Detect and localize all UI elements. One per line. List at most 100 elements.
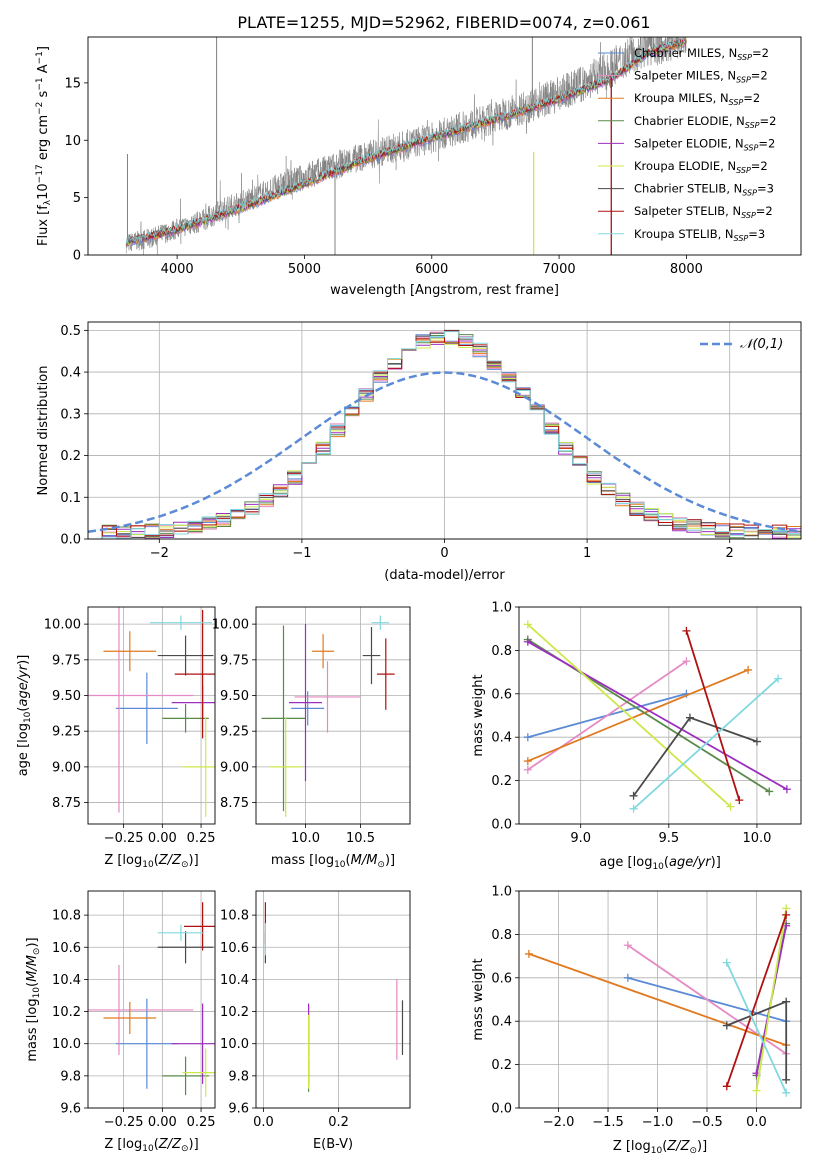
plot-residuals: −2 −1 0 1 2 0.0 0.1 0.2 0.3 0.4 0.5 𝒩(0,1) (data-mod… bbox=[36, 321, 802, 583]
y-axis-label: Flux [fλ10−17 erg cm−2 s−1 A−1] bbox=[35, 46, 53, 246]
y-tick-label: 9.6 bbox=[60, 1102, 81, 1117]
y-tick-label: 9.00 bbox=[52, 760, 81, 775]
text-span: SSP bbox=[734, 234, 749, 243]
y-tick-label: 0 bbox=[73, 249, 81, 264]
x-tick-label: −2 bbox=[150, 546, 169, 561]
x-tick-label: 0.00 bbox=[148, 831, 177, 846]
plot-area bbox=[523, 620, 791, 813]
text-span: Kroupa STELIB, N bbox=[634, 227, 734, 241]
plot-area bbox=[524, 904, 791, 1097]
axis-label: Z [log10(Z/Z⊙)] bbox=[104, 853, 198, 870]
x-axis-label: E(B-V) bbox=[313, 1137, 353, 1152]
text-span: 10 bbox=[142, 860, 154, 870]
legend-entry: Chabrier STELIB, NSSP=3 bbox=[634, 182, 774, 198]
y-tick-label: 0.3 bbox=[60, 407, 81, 422]
text-span: Z [log bbox=[613, 1139, 651, 1154]
text-span: Z/Z bbox=[158, 1137, 182, 1152]
y-tick-label: 0.1 bbox=[60, 491, 81, 506]
text-span: )] bbox=[189, 853, 199, 868]
x-tick-label: −0.25 bbox=[104, 1115, 144, 1130]
axis-label: mass [log10(M/M⊙)] bbox=[25, 937, 42, 1061]
text-span: SSP bbox=[736, 76, 751, 85]
axes-frame bbox=[87, 606, 216, 825]
text-span: Z/Z bbox=[666, 1139, 690, 1154]
text-span: 10 bbox=[651, 1146, 663, 1156]
weight-marker bbox=[682, 626, 691, 635]
weight-line bbox=[528, 953, 787, 1046]
x-tick-label: −1.0 bbox=[642, 1115, 674, 1130]
y-tick-label: 10.2 bbox=[220, 1005, 249, 1020]
text-span: SSP bbox=[736, 166, 751, 175]
axes-frame bbox=[518, 606, 802, 825]
y-tick-label: 0.4 bbox=[60, 366, 81, 381]
legend-entry: 𝒩(0,1) bbox=[740, 337, 783, 352]
y-tick-label: 0.6 bbox=[491, 687, 512, 702]
text-span: 10 bbox=[652, 862, 664, 872]
y-tick-label: 9.75 bbox=[52, 653, 81, 668]
x-tick-label: −0.25 bbox=[104, 831, 144, 846]
y-tick-label: 8.75 bbox=[220, 796, 249, 811]
text-span: ( bbox=[154, 853, 159, 868]
weight-line bbox=[527, 660, 687, 771]
x-tick-label: −1 bbox=[292, 546, 311, 561]
x-tick-label: 0.2 bbox=[328, 1115, 349, 1130]
weight-line bbox=[527, 640, 788, 791]
axes-frame bbox=[87, 321, 802, 540]
plot-age-vs-Z: −0.25 0.00 0.25 8.75 9.00 9.25 9.50 9.75 10.00 Z … bbox=[16, 606, 216, 870]
text-span: Chabrier STELIB, N bbox=[634, 182, 742, 196]
legend-entry: Kroupa MILES, NSSP=2 bbox=[634, 91, 760, 107]
plot-area bbox=[125, 37, 687, 255]
text-span: =2 bbox=[752, 46, 769, 60]
text-span: ( bbox=[664, 855, 669, 870]
legend-entry: Salpeter STELIB, NSSP=2 bbox=[634, 204, 773, 220]
y-axis-label: mass weight bbox=[471, 958, 486, 1040]
weight-marker bbox=[524, 949, 533, 958]
y-tick-label: 9.50 bbox=[220, 689, 249, 704]
y-tick-label: 0.4 bbox=[491, 1015, 512, 1030]
y-axis-label: Normed distribution bbox=[36, 366, 51, 496]
weight-marker bbox=[735, 796, 744, 805]
y-tick-label: 9.25 bbox=[52, 725, 81, 740]
text-span: =3 bbox=[757, 182, 774, 196]
figure-title: PLATE=1255, MJD=52962, FIBERID=0074, z=0… bbox=[237, 13, 650, 32]
text-span: Chabrier MILES, N bbox=[634, 46, 737, 60]
text-span: ⊙ bbox=[377, 860, 385, 870]
text-span: ⊙ bbox=[181, 860, 189, 870]
text-span: Kroupa MILES, N bbox=[634, 91, 729, 105]
weight-marker bbox=[765, 787, 774, 796]
y-tick-label: 10.0 bbox=[52, 1037, 81, 1052]
plot-mass-vs-ebv: 0.0 0.2 9.6 9.8 10.0 10.2 10.4 10.6 10.8 E(B-V) bbox=[220, 890, 411, 1152]
plot-weight-vs-age: 9.0 9.5 10.0 0.0 0.2 0.4 0.6 0.8 1.0 mass weight a… bbox=[471, 601, 802, 872]
text-span: 10 bbox=[23, 711, 33, 723]
y-tick-label: 0.8 bbox=[491, 644, 512, 659]
y-tick-label: 9.25 bbox=[220, 725, 249, 740]
text-span: 10 bbox=[334, 860, 346, 870]
x-tick-label: 1 bbox=[583, 546, 591, 561]
plot-area bbox=[88, 329, 801, 539]
axes-frame bbox=[255, 606, 411, 825]
x-tick-label: 10.5 bbox=[346, 831, 375, 846]
x-tick-label: 2 bbox=[726, 546, 734, 561]
weight-marker bbox=[629, 804, 638, 813]
text-span: age/yr bbox=[669, 855, 712, 870]
axis-label: age [log10(age/yr)] bbox=[599, 855, 721, 872]
legend-entry: Chabrier ELODIE, NSSP=2 bbox=[634, 114, 776, 130]
axis-label: age [log10(age/yr)] bbox=[16, 655, 33, 777]
weight-marker bbox=[782, 1088, 791, 1097]
text-span: M/M bbox=[25, 955, 40, 982]
weight-marker bbox=[782, 910, 791, 919]
weight-marker bbox=[744, 665, 753, 674]
text-span: SSP bbox=[742, 189, 757, 198]
weight-line bbox=[527, 669, 749, 762]
text-span: SSP bbox=[729, 98, 744, 107]
text-span: λ bbox=[43, 199, 53, 205]
text-span: Flux [f bbox=[36, 205, 51, 246]
x-tick-label: 6000 bbox=[415, 262, 448, 277]
y-tick-label: 10.4 bbox=[220, 973, 249, 988]
axes-frame bbox=[87, 36, 802, 256]
text-span: )] bbox=[25, 937, 40, 947]
text-span: Chabrier ELODIE, N bbox=[634, 114, 745, 128]
text-span: ⊙ bbox=[181, 1144, 189, 1154]
plot-mass-vs-Z: −0.25 0.00 0.25 9.6 9.8 10.0 10.2 10.4 10.6 10.8 Z… bbox=[25, 890, 216, 1154]
